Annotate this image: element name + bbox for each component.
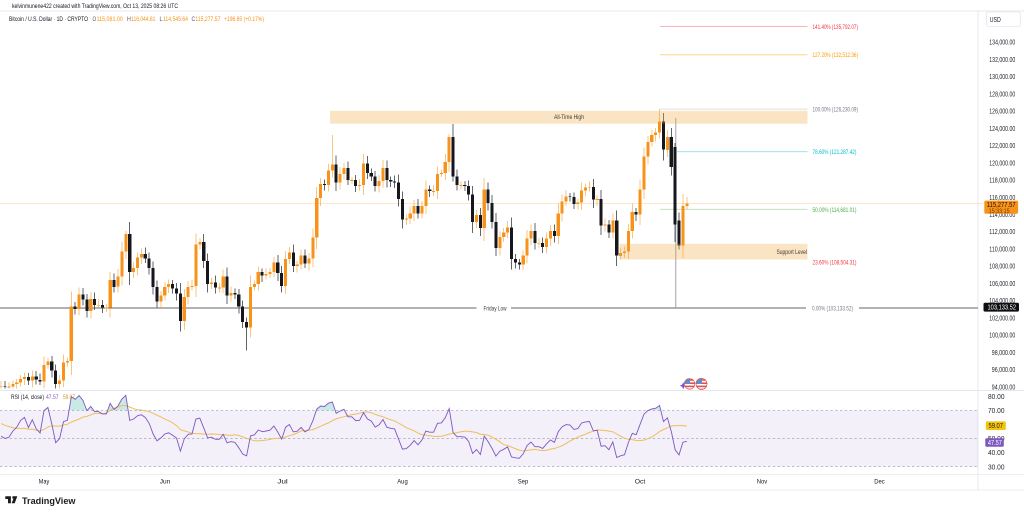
svg-text:15:33:15: 15:33:15 bbox=[989, 208, 1010, 215]
svg-text:78.60% (121,287.42): 78.60% (121,287.42) bbox=[813, 149, 857, 156]
svg-text:Jul: Jul bbox=[277, 478, 288, 485]
svg-text:0.00% (103,133.52): 0.00% (103,133.52) bbox=[812, 306, 853, 313]
svg-text:114,545.64: 114,545.64 bbox=[163, 16, 188, 23]
svg-text:115,081.00: 115,081.00 bbox=[97, 16, 123, 23]
svg-text:118,000.00: 118,000.00 bbox=[989, 176, 1015, 185]
svg-text:59.07: 59.07 bbox=[63, 394, 75, 401]
svg-text:59.07: 59.07 bbox=[989, 423, 1004, 430]
svg-text:122,000.00: 122,000.00 bbox=[989, 141, 1015, 150]
svg-text:94,000.00: 94,000.00 bbox=[992, 382, 1016, 391]
svg-text:112,000.00: 112,000.00 bbox=[989, 227, 1015, 236]
svg-text:L: L bbox=[160, 16, 163, 23]
svg-text:110,000.00: 110,000.00 bbox=[989, 244, 1015, 253]
svg-text:C: C bbox=[192, 16, 196, 23]
svg-text:RSI (14, close): RSI (14, close) bbox=[11, 394, 44, 401]
svg-text:116,000.00: 116,000.00 bbox=[989, 193, 1015, 202]
svg-text:128,000.00: 128,000.00 bbox=[989, 89, 1015, 98]
svg-text:23.60% (108,504.31): 23.60% (108,504.31) bbox=[813, 259, 857, 266]
svg-text:96,000.00: 96,000.00 bbox=[992, 365, 1016, 374]
svg-text:Friday Low: Friday Low bbox=[484, 305, 507, 312]
svg-text:120,000.00: 120,000.00 bbox=[989, 158, 1015, 167]
svg-text:USD: USD bbox=[990, 17, 1001, 24]
svg-text:May: May bbox=[39, 478, 50, 485]
svg-text:O: O bbox=[93, 16, 97, 23]
svg-text:132,000.00: 132,000.00 bbox=[989, 55, 1015, 64]
svg-text:134,000.00: 134,000.00 bbox=[989, 38, 1015, 47]
svg-text:141.40% (135,792.07): 141.40% (135,792.07) bbox=[813, 24, 859, 31]
svg-text:30.00: 30.00 bbox=[988, 462, 1005, 471]
svg-text:114,000.00: 114,000.00 bbox=[989, 210, 1015, 219]
svg-text:Bitcoin / U.S. Dollar · 1D · C: Bitcoin / U.S. Dollar · 1D · CRYPTO bbox=[9, 16, 88, 23]
svg-text:104,000.00: 104,000.00 bbox=[989, 296, 1015, 305]
svg-text:108,000.00: 108,000.00 bbox=[989, 262, 1015, 271]
svg-text:130,000.00: 130,000.00 bbox=[989, 72, 1015, 81]
svg-text:98,000.00: 98,000.00 bbox=[992, 348, 1016, 357]
svg-text:103,133.52: 103,133.52 bbox=[988, 305, 1017, 312]
svg-text:Aug: Aug bbox=[397, 478, 408, 485]
svg-text:Nov: Nov bbox=[757, 478, 768, 485]
svg-text:TradingView: TradingView bbox=[22, 496, 76, 507]
svg-text:115,277.57: 115,277.57 bbox=[195, 16, 220, 23]
svg-text:Dec: Dec bbox=[874, 478, 885, 485]
svg-text:80.00: 80.00 bbox=[988, 392, 1005, 401]
svg-text:100,000.00: 100,000.00 bbox=[989, 331, 1015, 340]
svg-text:Sep: Sep bbox=[518, 478, 529, 485]
svg-text:Oct: Oct bbox=[635, 478, 646, 485]
svg-text:116,044.81: 116,044.81 bbox=[131, 16, 156, 23]
svg-text:40.00: 40.00 bbox=[988, 448, 1005, 457]
svg-text:47.57: 47.57 bbox=[46, 394, 59, 401]
svg-text:127.20% (132,512.36): 127.20% (132,512.36) bbox=[813, 52, 859, 59]
svg-text:Jun: Jun bbox=[160, 478, 171, 485]
svg-text:115,277.57: 115,277.57 bbox=[987, 202, 1016, 209]
svg-text:Support Level: Support Level bbox=[777, 249, 808, 256]
svg-text:50.00% (114,681.01): 50.00% (114,681.01) bbox=[813, 207, 857, 214]
svg-text:70.00: 70.00 bbox=[988, 406, 1005, 415]
svg-text:kelvinmunene422 created with T: kelvinmunene422 created with TradingView… bbox=[12, 3, 178, 10]
svg-text:47.57: 47.57 bbox=[988, 440, 1002, 447]
svg-text:102,000.00: 102,000.00 bbox=[989, 313, 1015, 322]
svg-text:H: H bbox=[127, 16, 131, 23]
svg-text:124,000.00: 124,000.00 bbox=[989, 124, 1015, 133]
svg-text:106,000.00: 106,000.00 bbox=[989, 279, 1015, 288]
svg-text:100.00% (126,230.09): 100.00% (126,230.09) bbox=[813, 107, 859, 114]
svg-text:+196.65 (+0.17%): +196.65 (+0.17%) bbox=[224, 16, 264, 23]
svg-text:All-Time High: All-Time High bbox=[554, 114, 584, 121]
svg-text:126,000.00: 126,000.00 bbox=[989, 107, 1015, 116]
